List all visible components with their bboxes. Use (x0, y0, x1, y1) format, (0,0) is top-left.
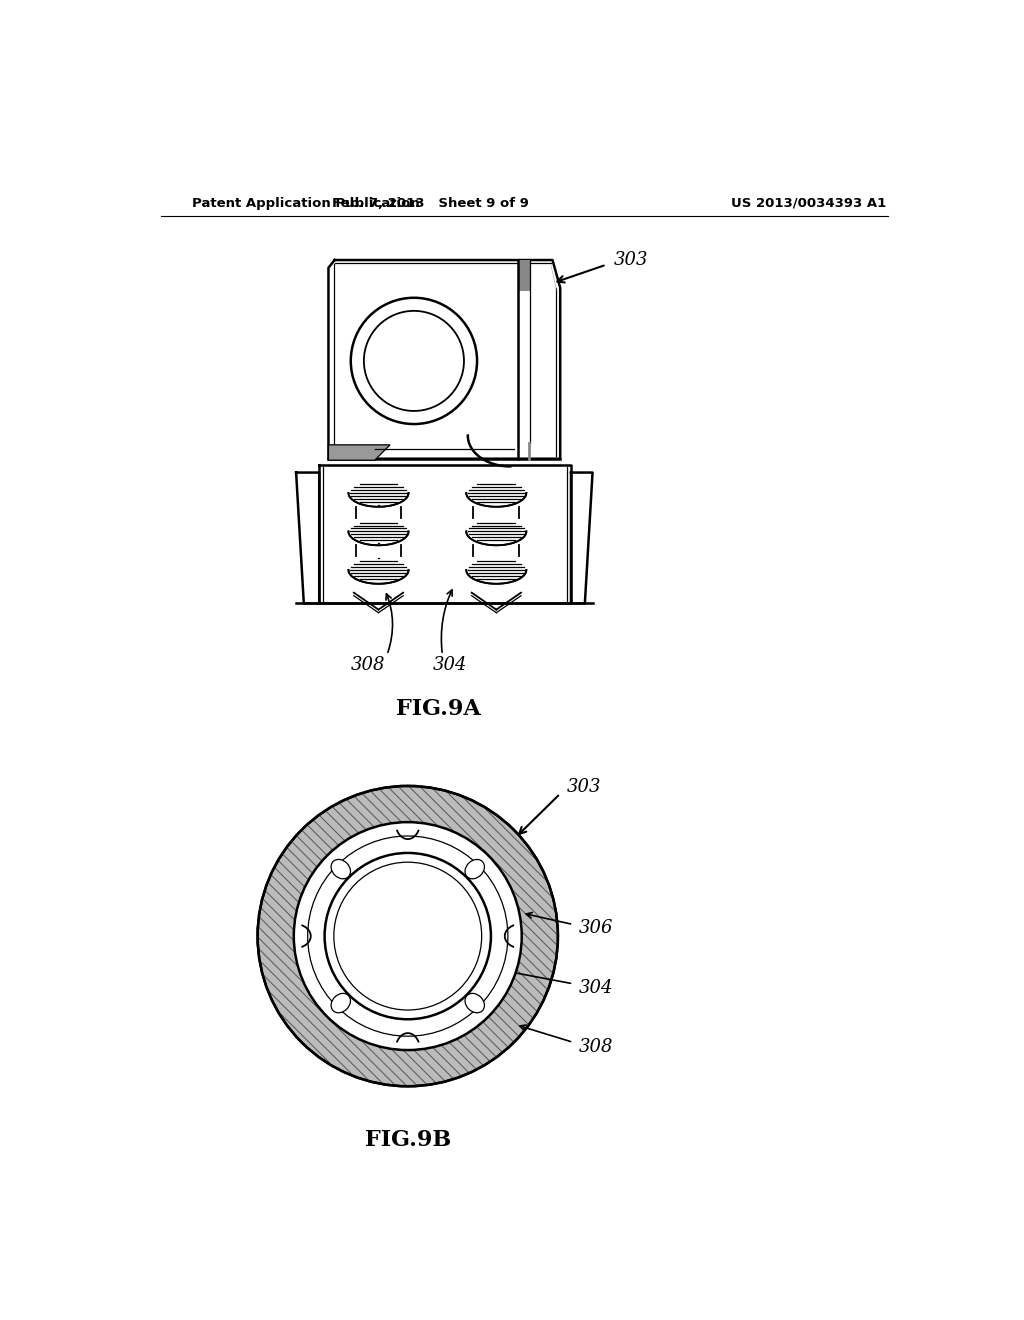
Ellipse shape (465, 859, 484, 879)
Text: US 2013/0034393 A1: US 2013/0034393 A1 (731, 197, 887, 210)
Text: 303: 303 (614, 251, 648, 269)
Polygon shape (296, 473, 319, 603)
Ellipse shape (331, 859, 350, 879)
Circle shape (364, 312, 464, 411)
Text: 303: 303 (567, 779, 602, 796)
Circle shape (334, 862, 481, 1010)
Ellipse shape (466, 517, 526, 545)
Ellipse shape (466, 479, 526, 507)
Text: Patent Application Publication: Patent Application Publication (193, 197, 420, 210)
Polygon shape (571, 473, 593, 603)
Text: 308: 308 (350, 656, 385, 675)
Circle shape (258, 785, 558, 1086)
Text: 306: 306 (579, 920, 613, 937)
Circle shape (325, 853, 490, 1019)
Polygon shape (397, 830, 419, 840)
Polygon shape (329, 260, 560, 459)
Polygon shape (505, 925, 513, 946)
Text: FIG.9A: FIG.9A (396, 698, 481, 719)
Polygon shape (329, 445, 390, 461)
Ellipse shape (466, 556, 526, 583)
Circle shape (351, 298, 477, 424)
Text: FIG.9B: FIG.9B (365, 1129, 451, 1151)
Polygon shape (319, 465, 571, 603)
Polygon shape (551, 264, 556, 292)
Polygon shape (302, 925, 310, 946)
Text: 304: 304 (579, 979, 613, 998)
Ellipse shape (348, 479, 409, 507)
Text: Feb. 7, 2013   Sheet 9 of 9: Feb. 7, 2013 Sheet 9 of 9 (333, 197, 529, 210)
Ellipse shape (331, 994, 350, 1012)
Ellipse shape (348, 517, 409, 545)
Circle shape (294, 822, 521, 1051)
Ellipse shape (348, 556, 409, 583)
Text: 304: 304 (433, 656, 467, 675)
Circle shape (294, 822, 521, 1051)
Polygon shape (518, 260, 530, 290)
Text: 308: 308 (579, 1038, 613, 1056)
Polygon shape (397, 1034, 419, 1041)
Circle shape (294, 822, 521, 1051)
Ellipse shape (465, 994, 484, 1012)
